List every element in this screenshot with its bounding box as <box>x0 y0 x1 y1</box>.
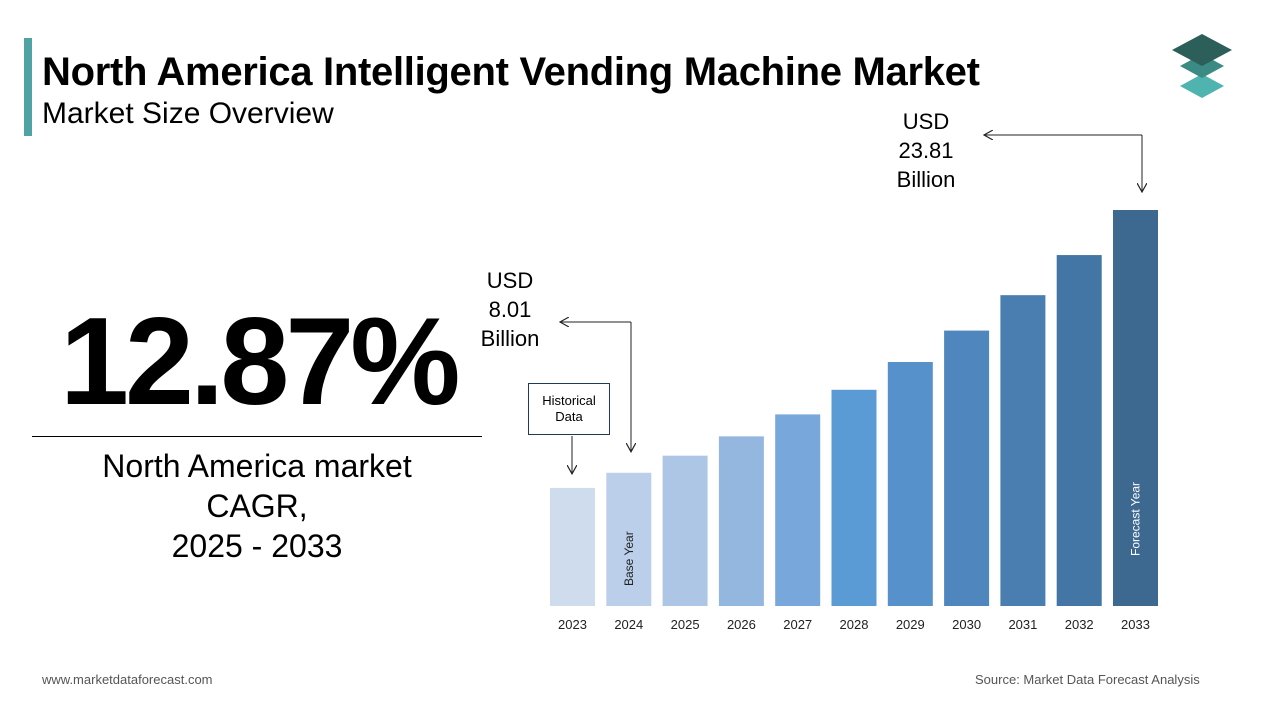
callout-line: USD <box>902 109 950 134</box>
cagr-label-line: CAGR, <box>206 488 308 524</box>
historical-box-line: Data <box>555 409 583 424</box>
bar-2023 <box>550 487 595 606</box>
bar-2027 <box>775 414 821 606</box>
bar-2029 <box>887 362 933 606</box>
cagr-divider <box>32 436 482 437</box>
x-tick-label: 2027 <box>783 617 812 632</box>
bar-2031 <box>1000 295 1046 606</box>
x-tick-label: 2031 <box>1008 617 1037 632</box>
base-year-label: Base Year <box>622 531 636 586</box>
bar-2033 <box>1113 210 1158 606</box>
x-tick-label: 2028 <box>840 617 869 632</box>
cagr-label-line: 2025 - 2033 <box>171 528 343 564</box>
x-tick-label: 2032 <box>1065 617 1094 632</box>
bar-2026 <box>718 436 764 606</box>
footer-website: www.marketdataforecast.com <box>42 672 213 687</box>
layers-logo-icon <box>1172 34 1232 98</box>
x-tick-label: 2024 <box>614 617 643 632</box>
historical-data-box: Historical Data <box>528 383 610 435</box>
callout-line: 23.81 <box>898 138 954 163</box>
bar-2028 <box>831 389 877 606</box>
callout-base-value: USD 8.01 Billion <box>470 266 550 353</box>
x-tick-label: 2023 <box>558 617 587 632</box>
bar-2025 <box>662 455 708 606</box>
x-tick-label: 2033 <box>1121 617 1150 632</box>
historical-box-line: Historical <box>542 393 596 408</box>
x-tick-label: 2030 <box>952 617 981 632</box>
page-subtitle: Market Size Overview <box>42 97 334 130</box>
bar-2030 <box>944 330 990 606</box>
x-tick-label: 2029 <box>896 617 925 632</box>
title-accent-bar <box>24 38 32 136</box>
callout-line: Billion <box>896 167 956 192</box>
x-tick-label: 2025 <box>671 617 700 632</box>
callout-forecast-value: USD 23.81 Billion <box>884 107 968 194</box>
page-title: North America Intelligent Vending Machin… <box>42 50 980 94</box>
callout-line: 8.01 <box>488 297 532 322</box>
bar-2032 <box>1056 255 1102 606</box>
cagr-value: 12.87% <box>60 293 461 431</box>
x-tick-label: 2026 <box>727 617 756 632</box>
footer-source: Source: Market Data Forecast Analysis <box>975 672 1200 687</box>
callout-line: Billion <box>480 326 540 351</box>
bar-2024 <box>606 472 652 606</box>
callout-line: USD <box>486 268 534 293</box>
cagr-label: North America market CAGR, 2025 - 2033 <box>32 446 482 566</box>
cagr-label-line: North America market <box>102 448 412 484</box>
forecast-year-label: Forecast Year <box>1129 482 1143 556</box>
